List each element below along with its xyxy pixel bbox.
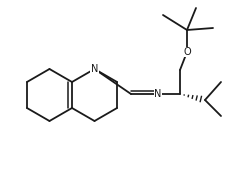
Text: N: N [154, 89, 162, 99]
Text: O: O [183, 47, 191, 57]
Text: N: N [154, 89, 162, 99]
Text: N: N [91, 64, 98, 74]
Text: O: O [183, 47, 191, 57]
Text: N: N [91, 64, 98, 74]
